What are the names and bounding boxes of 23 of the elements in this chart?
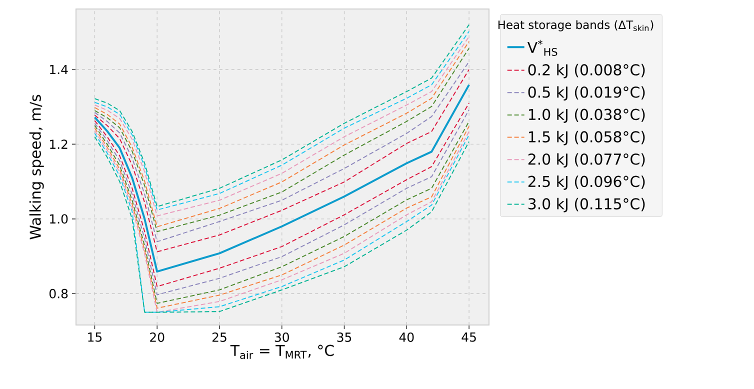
y-tick-label: 1.2 [50, 140, 68, 149]
x-tick-label: 30 [274, 332, 289, 342]
legend-label: 2.5 kJ (0.096°C) [528, 176, 645, 190]
legend-label: 3.0 kJ (0.115°C) [528, 198, 645, 212]
x-tick-label: 20 [150, 332, 164, 342]
legend-label: 0.5 kJ (0.019°C) [528, 86, 645, 101]
legend-label: 1.5 kJ (0.058°C) [528, 130, 645, 146]
line-series [94, 84, 470, 273]
y-axis-title: Walking speed, m/s [29, 94, 44, 240]
legend-label: 1.0 kJ (0.038°C) [528, 108, 645, 123]
y-tick-label: 0.8 [50, 288, 68, 298]
y-tick-label: 1.0 [50, 214, 68, 224]
legend-title: Heat storage bands (ΔT$_{skin}$) [498, 20, 654, 32]
y-tick-label: 1.4 [50, 64, 68, 74]
x-tick-label: 40 [399, 332, 414, 342]
legend-label: V$^{*}$HS [527, 40, 558, 56]
x-tick-label: 25 [212, 332, 226, 342]
x-tick-label: 45 [462, 332, 476, 342]
x-tick-label: 35 [337, 332, 352, 342]
legend-label: 2.0 kJ (0.077°C) [528, 153, 645, 168]
x-tick-label: 15 [88, 332, 102, 342]
legend-label: 0.2 kJ (0.008°C) [528, 64, 645, 78]
x-axis-title: T$_{air}$ = T$_{MRT}$, °C [230, 344, 334, 360]
